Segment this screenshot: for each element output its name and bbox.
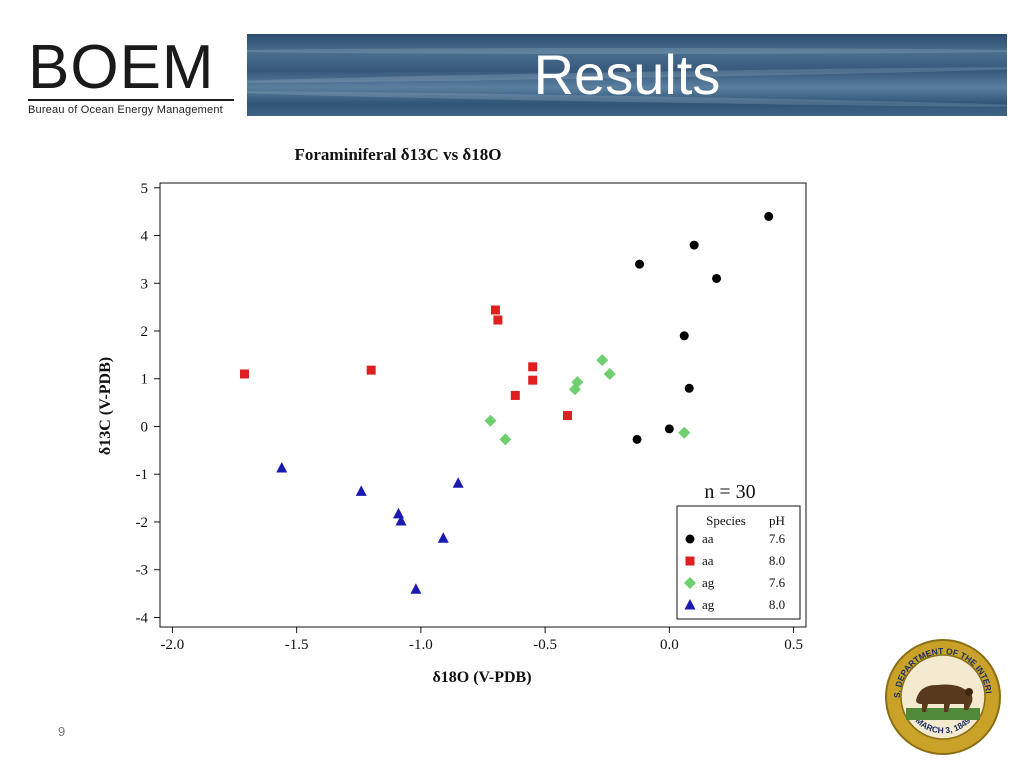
chart-legend: Species pH aa 7.6 aa 8.0 ag 7.6 ag 8.0 xyxy=(676,505,801,620)
legend-ph: 7.6 xyxy=(769,575,786,590)
data-point-ag-ph80 xyxy=(437,532,449,543)
x-tick-label: -0.5 xyxy=(533,637,557,653)
x-axis: -2.0 -1.5 -1.0 -0.5 0.0 0.5 xyxy=(161,627,803,653)
data-point-ag-ph76 xyxy=(603,367,616,380)
x-tick-label: -1.5 xyxy=(285,637,309,653)
data-point-ag-ph76 xyxy=(678,426,691,439)
y-tick-label: 3 xyxy=(141,276,149,292)
y-tick-label: -3 xyxy=(136,563,149,579)
chart-canvas: Foraminiferal δ13C vs δ18O -2.0 -1.5 -1.0-… xyxy=(97,145,807,686)
data-point-ag-ph80 xyxy=(276,462,288,473)
data-point-aa-ph80 xyxy=(528,375,538,385)
data-point-ag-ph80 xyxy=(410,583,422,594)
data-point-ag-ph80 xyxy=(393,507,405,519)
x-tick-label: -2.0 xyxy=(161,637,185,653)
data-point-aa-ph80 xyxy=(510,390,520,400)
data-point-aa-ph76 xyxy=(684,383,694,393)
data-point-aa-ph80 xyxy=(528,362,538,372)
legend-marker-square xyxy=(685,556,695,566)
seal-grass xyxy=(906,708,980,720)
data-point-aa-ph80 xyxy=(562,411,572,421)
data-point-aa-ph76 xyxy=(689,240,699,250)
legend-marker-triangle xyxy=(684,599,696,610)
banner-wave xyxy=(247,48,1007,54)
legend-species: aa xyxy=(702,553,714,568)
x-tick-label: 0.5 xyxy=(784,637,803,653)
data-point-aa-ph80 xyxy=(490,305,500,315)
x-tick-label: 0.0 xyxy=(660,637,679,653)
legend-marker-diamond xyxy=(684,577,696,589)
legend-box xyxy=(676,505,801,620)
page-number: 9 xyxy=(58,724,66,739)
y-tick-label: 2 xyxy=(141,324,149,340)
data-point-ag-ph76 xyxy=(596,354,609,367)
data-point-ag-ph80 xyxy=(355,485,367,496)
y-tick-label: 1 xyxy=(141,372,149,388)
legend-species: ag xyxy=(702,575,715,590)
legend-ph: 8.0 xyxy=(769,597,785,612)
legend-species: ag xyxy=(702,597,715,612)
boem-logo: BOEM Bureau of Ocean Energy Management xyxy=(22,32,240,118)
bison-head xyxy=(965,688,973,696)
y-tick-label: -2 xyxy=(136,515,149,531)
data-point-ag-ph80 xyxy=(452,477,464,488)
legend-ph: 8.0 xyxy=(769,553,785,568)
legend-header-species: Species xyxy=(706,513,746,528)
y-axis: -4 -3 -2 -1 0 1 2 3 4 5 xyxy=(136,181,160,626)
data-point-ag-ph76 xyxy=(484,414,497,427)
data-point-aa-ph76 xyxy=(764,211,774,221)
sample-count-annotation: n = 30 xyxy=(704,481,755,503)
legend-marker-circle xyxy=(685,534,695,544)
y-tick-label: 0 xyxy=(141,419,149,435)
data-point-aa-ph76 xyxy=(635,259,645,269)
data-point-aa-ph76 xyxy=(679,331,689,341)
logo-wordmark: BOEM xyxy=(28,32,215,102)
chart-title: Foraminiferal δ13C vs δ18O xyxy=(295,145,502,164)
legend-rows: aa 7.6 aa 8.0 ag 7.6 ag 8.0 xyxy=(684,531,786,612)
plot-area xyxy=(159,182,807,628)
data-point-aa-ph76 xyxy=(712,273,722,283)
data-point-aa-ph76 xyxy=(664,424,674,434)
y-tick-label: -1 xyxy=(136,467,149,483)
logo-divider xyxy=(28,99,234,101)
data-point-aa-ph76 xyxy=(632,434,642,444)
logo-subtitle: Bureau of Ocean Energy Management xyxy=(28,104,223,116)
data-points xyxy=(239,211,774,594)
y-tick-label: 4 xyxy=(141,229,149,245)
y-tick-label: 5 xyxy=(141,181,149,197)
bison-icon xyxy=(916,684,973,712)
legend-header-ph: pH xyxy=(769,513,785,528)
seal-emblem: U.S. DEPARTMENT OF THE INTERIOR MARCH 3,… xyxy=(881,630,1001,755)
legend-species: aa xyxy=(702,531,714,546)
x-tick-label: -1.0 xyxy=(409,637,433,653)
y-axis-label: δ13C (V-PDB) xyxy=(97,357,114,455)
data-point-ag-ph76 xyxy=(499,433,512,446)
y-tick-label: -4 xyxy=(136,610,149,626)
page-title: Results xyxy=(533,43,721,106)
data-point-aa-ph80 xyxy=(366,365,376,375)
legend-ph: 7.6 xyxy=(769,531,786,546)
data-point-ag-ph80 xyxy=(395,515,407,526)
data-point-ag-ph76 xyxy=(568,383,581,396)
header-banner: Results xyxy=(247,34,1007,116)
scatter-chart: Foraminiferal δ13C vs δ18O -2.0 -1.5 -1.0-… xyxy=(96,136,836,696)
x-axis-label: δ18O (V-PDB) xyxy=(432,669,531,686)
data-point-aa-ph80 xyxy=(239,369,249,379)
data-point-aa-ph80 xyxy=(493,315,503,325)
doi-seal: U.S. DEPARTMENT OF THE INTERIOR MARCH 3,… xyxy=(881,630,1002,756)
